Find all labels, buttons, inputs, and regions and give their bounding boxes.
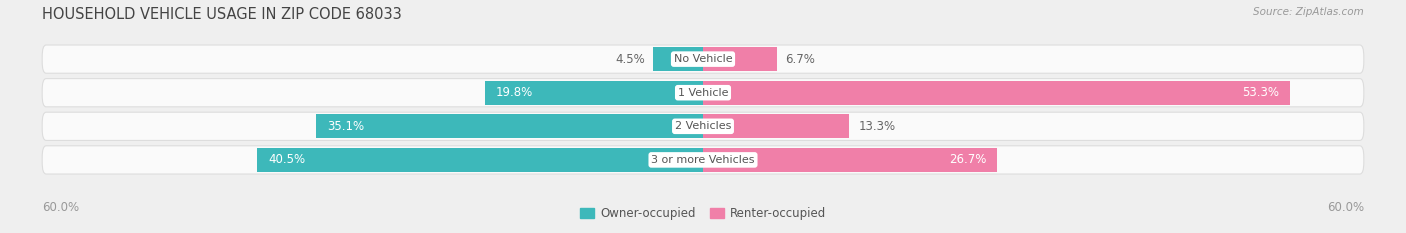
- Text: 3 or more Vehicles: 3 or more Vehicles: [651, 155, 755, 165]
- Bar: [485, 81, 703, 105]
- Text: 35.1%: 35.1%: [328, 120, 364, 133]
- Legend: Owner-occupied, Renter-occupied: Owner-occupied, Renter-occupied: [575, 202, 831, 225]
- Text: 1 Vehicle: 1 Vehicle: [678, 88, 728, 98]
- Text: 26.7%: 26.7%: [949, 153, 986, 166]
- Text: 40.5%: 40.5%: [269, 153, 305, 166]
- Bar: [703, 148, 997, 172]
- FancyBboxPatch shape: [42, 45, 1364, 73]
- Text: 60.0%: 60.0%: [42, 201, 79, 214]
- Text: Source: ZipAtlas.com: Source: ZipAtlas.com: [1253, 7, 1364, 17]
- Text: 53.3%: 53.3%: [1241, 86, 1279, 99]
- Text: 2 Vehicles: 2 Vehicles: [675, 121, 731, 131]
- Text: 4.5%: 4.5%: [614, 53, 644, 66]
- Bar: [703, 81, 1291, 105]
- Bar: [257, 148, 703, 172]
- Text: 13.3%: 13.3%: [858, 120, 896, 133]
- FancyBboxPatch shape: [42, 146, 1364, 174]
- Text: 19.8%: 19.8%: [496, 86, 533, 99]
- Bar: [703, 114, 849, 138]
- FancyBboxPatch shape: [42, 112, 1364, 140]
- Text: HOUSEHOLD VEHICLE USAGE IN ZIP CODE 68033: HOUSEHOLD VEHICLE USAGE IN ZIP CODE 6803…: [42, 7, 402, 22]
- Text: 6.7%: 6.7%: [786, 53, 815, 66]
- FancyBboxPatch shape: [42, 79, 1364, 107]
- Bar: [654, 47, 703, 71]
- Text: 60.0%: 60.0%: [1327, 201, 1364, 214]
- Bar: [316, 114, 703, 138]
- Text: No Vehicle: No Vehicle: [673, 54, 733, 64]
- Bar: [703, 47, 776, 71]
